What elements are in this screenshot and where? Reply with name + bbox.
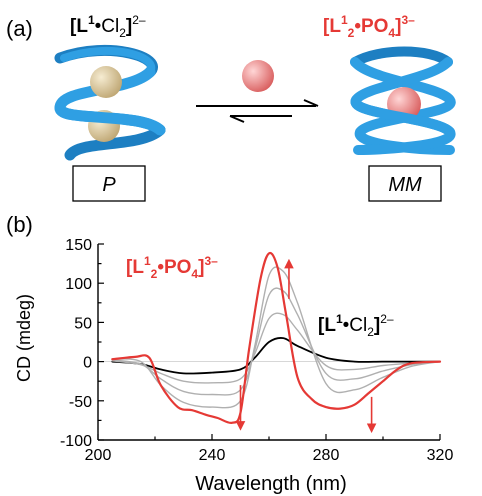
x-tick-label: 240 — [199, 447, 226, 464]
mm-label-box: MM — [368, 165, 442, 202]
y-tick-label: 150 — [65, 237, 92, 254]
y-tick-label: 100 — [65, 276, 92, 293]
y-tick-label: 0 — [83, 355, 92, 372]
y-tick-label: -50 — [69, 394, 92, 411]
arrows-group — [235, 258, 377, 434]
double-helix-illustration — [350, 46, 456, 155]
series-line-2 — [111, 312, 441, 384]
series-group — [111, 251, 442, 425]
y-axis-label: CD (mdeg) — [14, 294, 34, 382]
series-line-1 — [111, 337, 441, 375]
p-label-box: P — [72, 165, 146, 202]
x-axis-label: Wavelength (nm) — [195, 473, 347, 495]
p-label-text: P — [102, 174, 116, 196]
phosphate-ion-free — [242, 60, 274, 92]
red-series-annotation: [L12•PO4]3– — [126, 254, 218, 281]
single-helix-illustration — [54, 45, 166, 161]
left-complex-formula: [L1•Cl2]2– — [70, 13, 146, 40]
x-tick-label: 200 — [85, 447, 112, 464]
x-tick-label: 320 — [427, 447, 454, 464]
chloride-ion-top — [90, 66, 122, 98]
mm-label-text: MM — [388, 174, 422, 196]
series-line-5 — [111, 251, 442, 425]
y-tick-label: -100 — [60, 433, 92, 450]
y-tick-labels: -100 -50 0 50 100 150 — [60, 237, 92, 450]
panel-a-label: (a) — [6, 16, 33, 41]
series-line-3 — [111, 287, 441, 396]
panel-b-label: (b) — [6, 212, 33, 237]
x-tick-label: 280 — [313, 447, 340, 464]
series-line-4 — [111, 266, 441, 409]
equilibrium-arrows — [196, 99, 319, 123]
black-series-annotation: [L1•Cl2]2– — [318, 312, 394, 339]
right-complex-formula: [L12•PO4]3– — [323, 13, 415, 40]
x-tick-labels: 200 240 280 320 — [85, 447, 454, 464]
y-tick-label: 50 — [74, 315, 92, 332]
